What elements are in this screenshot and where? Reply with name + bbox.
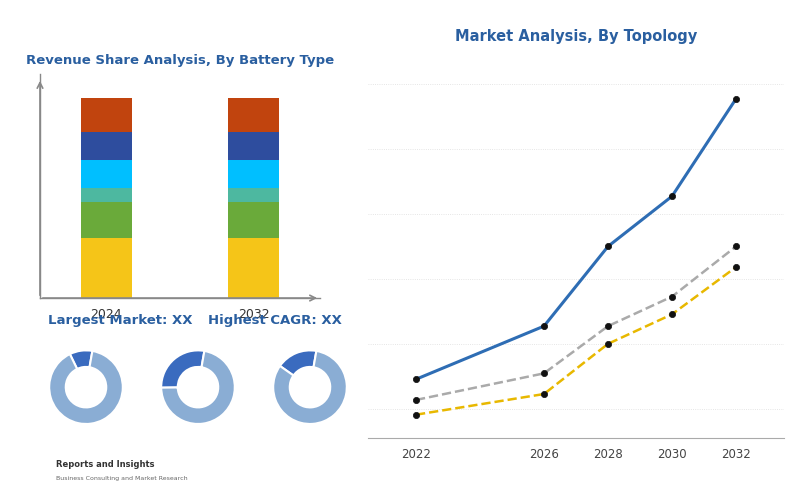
- Bar: [228, 202, 279, 238]
- Title: Market Analysis, By Topology: Market Analysis, By Topology: [455, 29, 697, 44]
- Bar: [81, 98, 132, 132]
- Text: Business Consulting and Market Research: Business Consulting and Market Research: [56, 476, 188, 481]
- Bar: [228, 238, 279, 298]
- Bar: [81, 238, 132, 298]
- Bar: [81, 202, 132, 238]
- Bar: [228, 160, 279, 188]
- Wedge shape: [280, 350, 316, 375]
- Bar: [228, 98, 279, 132]
- Text: Largest Market: XX: Largest Market: XX: [48, 314, 193, 327]
- Bar: [81, 160, 132, 188]
- Wedge shape: [70, 350, 92, 369]
- Wedge shape: [162, 350, 204, 388]
- Wedge shape: [273, 351, 346, 424]
- Bar: [228, 132, 279, 160]
- Text: Highest CAGR: XX: Highest CAGR: XX: [208, 314, 342, 327]
- Text: Reports and Insights: Reports and Insights: [56, 460, 154, 469]
- Bar: [228, 188, 279, 202]
- Wedge shape: [162, 351, 234, 424]
- Bar: [81, 132, 132, 160]
- Text: ASIA PACIFIC BATTERY MANAGEMENT SYSTEM MARKET SEGMENT ANALYSIS: ASIA PACIFIC BATTERY MANAGEMENT SYSTEM M…: [10, 17, 574, 30]
- Title: Revenue Share Analysis, By Battery Type: Revenue Share Analysis, By Battery Type: [26, 55, 334, 67]
- Wedge shape: [50, 351, 123, 424]
- Bar: [81, 188, 132, 202]
